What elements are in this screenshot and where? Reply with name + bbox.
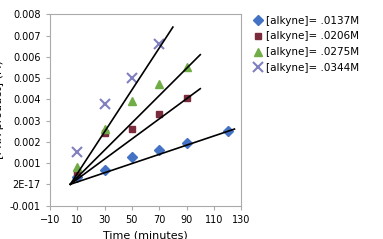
[alkyne]= .0206M xyxy=(75,170,79,173)
[alkyne]= .0275M xyxy=(157,83,162,86)
Line: [alkyne]= .0206M: [alkyne]= .0206M xyxy=(74,95,190,175)
[alkyne]= .0344M xyxy=(129,77,134,80)
[alkyne]= .0206M xyxy=(102,132,107,135)
[alkyne]= .0137M xyxy=(225,130,230,133)
[alkyne]= .0137M xyxy=(129,155,134,158)
[alkyne]= .0137M xyxy=(184,141,189,144)
X-axis label: Time (minutes): Time (minutes) xyxy=(103,230,188,239)
[alkyne]= .0275M xyxy=(129,100,134,103)
[alkyne]= .0137M xyxy=(157,149,162,152)
Line: [alkyne]= .0137M: [alkyne]= .0137M xyxy=(74,128,231,180)
Line: [alkyne]= .0275M: [alkyne]= .0275M xyxy=(73,63,191,171)
Legend: [alkyne]= .0137M, [alkyne]= .0206M, [alkyne]= .0275M, [alkyne]= .0344M: [alkyne]= .0137M, [alkyne]= .0206M, [alk… xyxy=(254,16,359,73)
[alkyne]= .0275M xyxy=(184,66,189,69)
[alkyne]= .0344M xyxy=(75,151,79,154)
[alkyne]= .0275M xyxy=(102,128,107,130)
[alkyne]= .0206M xyxy=(129,128,134,130)
[alkyne]= .0206M xyxy=(184,97,189,100)
Line: [alkyne]= .0344M: [alkyne]= .0344M xyxy=(72,39,164,157)
[alkyne]= .0344M xyxy=(102,102,107,105)
Y-axis label: [PKR product] (M): [PKR product] (M) xyxy=(0,60,4,159)
[alkyne]= .0137M xyxy=(102,169,107,172)
[alkyne]= .0137M xyxy=(75,175,79,178)
[alkyne]= .0206M xyxy=(157,113,162,116)
[alkyne]= .0344M xyxy=(157,43,162,45)
[alkyne]= .0275M xyxy=(75,166,79,169)
